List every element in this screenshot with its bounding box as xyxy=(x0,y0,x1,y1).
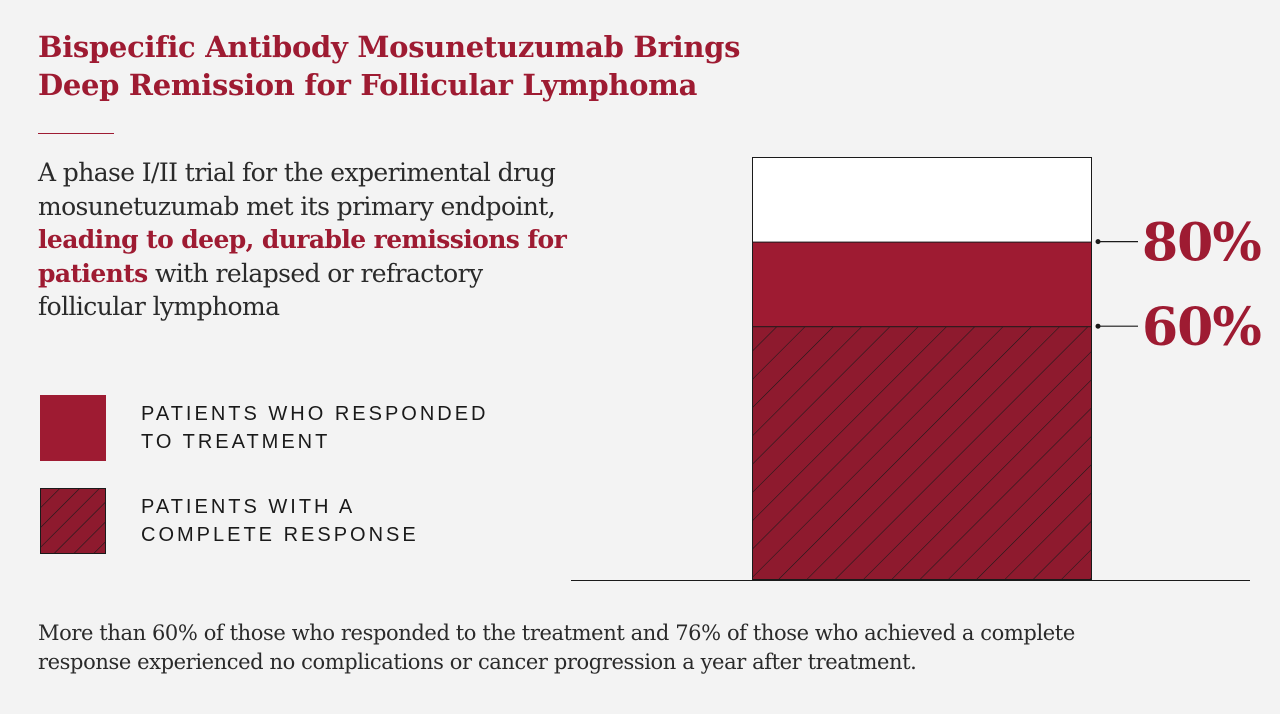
legend-item-complete: PATIENTS WITH A COMPLETE RESPONSE xyxy=(40,488,561,554)
legend-label-responded-line-2: TO TREATMENT xyxy=(141,431,331,453)
legend-label-complete-line-2: COMPLETE RESPONSE xyxy=(141,524,419,546)
legend-label-responded: PATIENTS WHO RESPONDED TO TREATMENT xyxy=(141,400,561,456)
chart-title: Bispecific Antibody Mosunetuzumab Brings… xyxy=(38,28,838,104)
intro-text: A phase I/II trial for the experimental … xyxy=(38,156,578,324)
title-line-1: Bispecific Antibody Mosunetuzumab Brings xyxy=(38,30,741,64)
data-label-responded: 80% xyxy=(1142,213,1261,274)
legend-label-complete: PATIENTS WITH A COMPLETE RESPONSE xyxy=(141,493,561,549)
footnote-line-1: More than 60% of those who responded to … xyxy=(38,621,1075,645)
intro-text-before: A phase I/II trial for the experimental … xyxy=(38,158,556,221)
footnote-line-2: response experienced no complications or… xyxy=(38,650,917,674)
title-line-2: Deep Remission for Follicular Lymphoma xyxy=(38,68,698,102)
legend-label-complete-line-1: PATIENTS WITH A xyxy=(141,496,356,518)
legend-item-responded: PATIENTS WHO RESPONDED TO TREATMENT xyxy=(40,395,561,461)
legend-swatch-hatched xyxy=(40,488,106,554)
legend-swatch-solid xyxy=(40,395,106,461)
intro-text-highlight: leading to deep, durable remissions for … xyxy=(38,225,567,288)
title-divider xyxy=(38,133,114,134)
footnote: More than 60% of those who responded to … xyxy=(38,619,1258,677)
legend-swatch-solid-fill xyxy=(40,395,106,461)
legend-swatch-hatched-fill xyxy=(40,488,106,554)
intro-text-after: with relapsed or refractory follicular l… xyxy=(38,258,483,322)
data-label-complete-response: 60% xyxy=(1142,297,1261,358)
legend-label-responded-line-1: PATIENTS WHO RESPONDED xyxy=(141,403,489,425)
bar-complete-response xyxy=(752,326,1092,581)
